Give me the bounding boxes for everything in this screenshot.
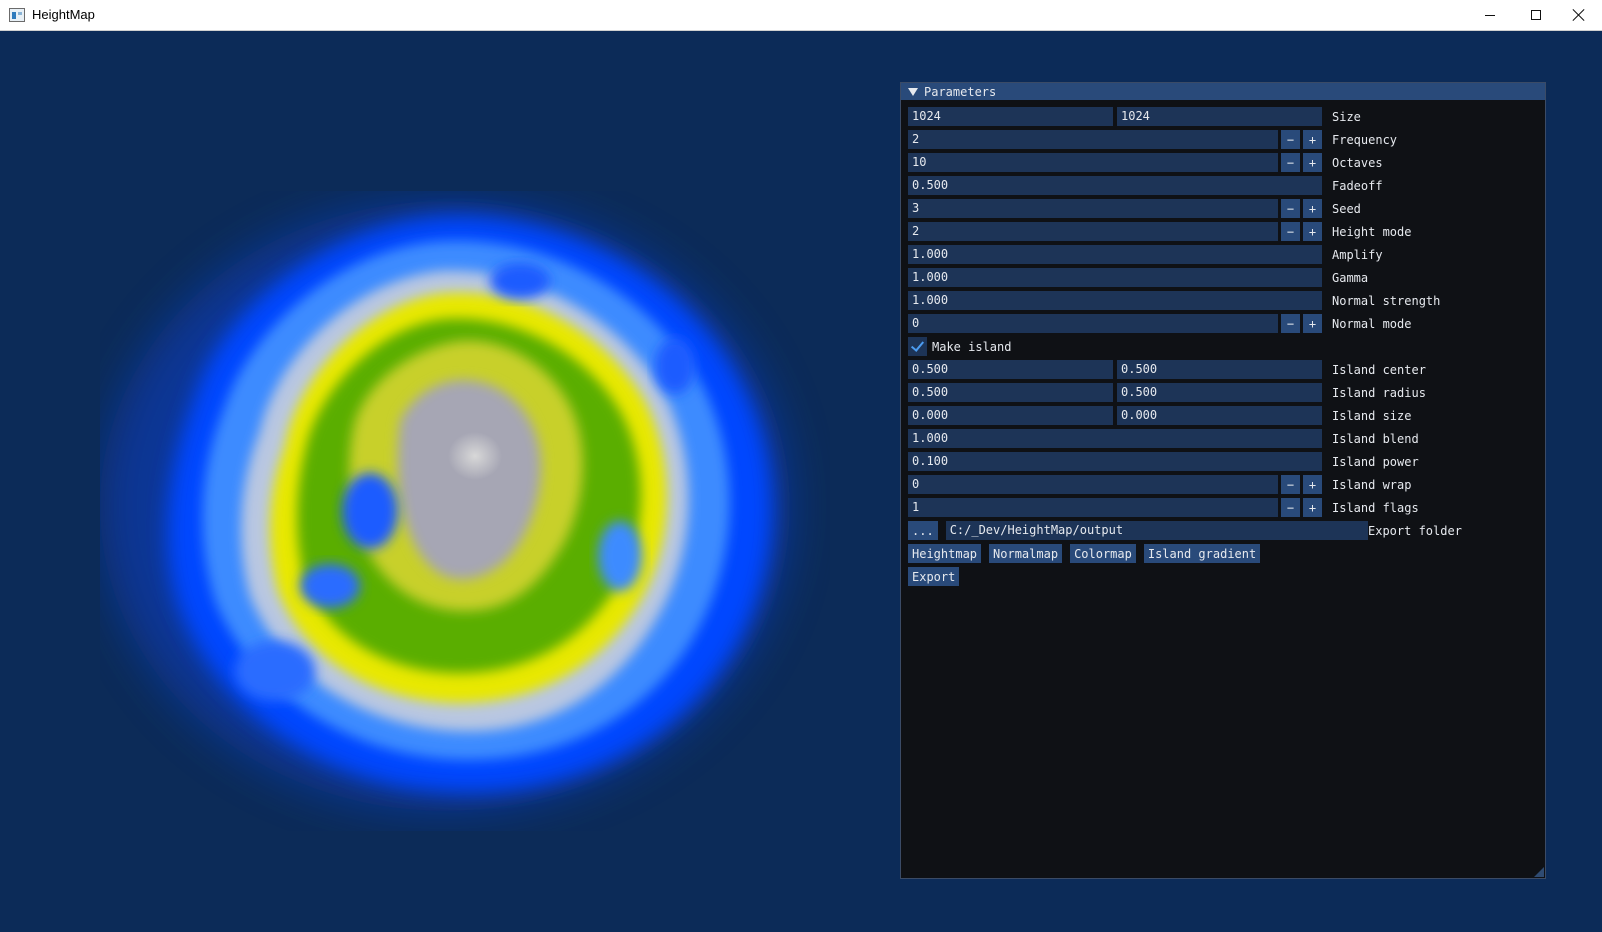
- normal-strength-row: 1.000 Normal strength: [908, 291, 1440, 310]
- close-icon: [1573, 9, 1585, 21]
- close-button[interactable]: [1556, 0, 1602, 30]
- normal-mode-label: Normal mode: [1332, 316, 1412, 331]
- maximize-icon: [1531, 10, 1541, 20]
- island-center-y-field[interactable]: 0.500: [1117, 360, 1322, 379]
- octaves-decrement-button[interactable]: −: [1281, 153, 1300, 172]
- colormap-button[interactable]: Colormap: [1070, 544, 1136, 563]
- frequency-row: 2 − + Frequency: [908, 130, 1397, 149]
- island-center-x-field[interactable]: 0.500: [908, 360, 1113, 379]
- seed-decrement-button[interactable]: −: [1281, 199, 1300, 218]
- octaves-field[interactable]: 10: [908, 153, 1278, 172]
- browse-folder-button[interactable]: ...: [908, 521, 938, 540]
- island-radius-row: 0.500 0.500 Island radius: [908, 383, 1426, 402]
- make-island-row: Make island: [908, 337, 1011, 356]
- island-size-y-field[interactable]: 0.000: [1117, 406, 1322, 425]
- height-mode-label: Height mode: [1332, 224, 1412, 239]
- heightmap-image: [100, 201, 790, 811]
- seed-field[interactable]: 3: [908, 199, 1278, 218]
- window-title: HeightMap: [32, 7, 95, 22]
- gamma-label: Gamma: [1332, 270, 1369, 285]
- island-size-label: Island size: [1332, 408, 1412, 423]
- height-mode-row: 2 − + Height mode: [908, 222, 1411, 241]
- panel-title: Parameters: [924, 84, 997, 99]
- normal-mode-increment-button[interactable]: +: [1303, 314, 1322, 333]
- size-height-field[interactable]: 1024: [1117, 107, 1322, 126]
- island-center-label: Island center: [1332, 362, 1426, 377]
- make-island-label: Make island: [932, 339, 1012, 354]
- collapse-triangle-icon[interactable]: [908, 87, 918, 96]
- island-blend-row: 1.000 Island blend: [908, 429, 1419, 448]
- seed-row: 3 − + Seed: [908, 199, 1361, 218]
- island-wrap-label: Island wrap: [1332, 477, 1412, 492]
- island-wrap-increment-button[interactable]: +: [1303, 475, 1322, 494]
- size-width-field[interactable]: 1024: [908, 107, 1113, 126]
- normal-strength-label: Normal strength: [1332, 293, 1441, 308]
- export-type-row: Heightmap Normalmap Colormap Island grad…: [908, 544, 1268, 563]
- normal-mode-row: 0 − + Normal mode: [908, 314, 1411, 333]
- resize-grip-icon[interactable]: [1534, 867, 1544, 877]
- island-wrap-field[interactable]: 0: [908, 475, 1278, 494]
- island-gradient-button[interactable]: Island gradient: [1143, 544, 1261, 563]
- island-flags-increment-button[interactable]: +: [1303, 498, 1322, 517]
- island-flags-field[interactable]: 1: [908, 498, 1278, 517]
- island-size-row: 0.000 0.000 Island size: [908, 406, 1411, 425]
- fadeoff-row: 0.500 Fadeoff: [908, 176, 1383, 195]
- frequency-label: Frequency: [1332, 132, 1398, 147]
- normalmap-button[interactable]: Normalmap: [989, 544, 1063, 563]
- minimize-button[interactable]: [1467, 0, 1513, 30]
- island-power-row: 0.100 Island power: [908, 452, 1419, 471]
- height-mode-decrement-button[interactable]: −: [1281, 222, 1300, 241]
- export-button[interactable]: Export: [908, 567, 960, 586]
- fadeoff-label: Fadeoff: [1332, 178, 1383, 193]
- amplify-label: Amplify: [1332, 247, 1383, 262]
- export-folder-label: Export folder: [1368, 523, 1462, 538]
- octaves-row: 10 − + Octaves: [908, 153, 1383, 172]
- seed-increment-button[interactable]: +: [1303, 199, 1322, 218]
- height-mode-increment-button[interactable]: +: [1303, 222, 1322, 241]
- panel-header[interactable]: Parameters: [901, 83, 1545, 100]
- normal-strength-slider[interactable]: 1.000: [908, 291, 1322, 310]
- island-center-row: 0.500 0.500 Island center: [908, 360, 1426, 379]
- app-icon: [9, 8, 25, 22]
- amplify-row: 1.000 Amplify: [908, 245, 1383, 264]
- island-blend-label: Island blend: [1332, 431, 1419, 446]
- maximize-button[interactable]: [1513, 0, 1559, 30]
- export-row: Export: [908, 567, 967, 586]
- normal-mode-decrement-button[interactable]: −: [1281, 314, 1300, 333]
- island-power-label: Island power: [1332, 454, 1419, 469]
- island-power-slider[interactable]: 0.100: [908, 452, 1322, 471]
- octaves-label: Octaves: [1332, 155, 1383, 170]
- island-radius-label: Island radius: [1332, 385, 1426, 400]
- island-size-x-field[interactable]: 0.000: [908, 406, 1113, 425]
- island-wrap-row: 0 − + Island wrap: [908, 475, 1411, 494]
- size-label: Size: [1332, 109, 1361, 124]
- island-flags-decrement-button[interactable]: −: [1281, 498, 1300, 517]
- island-radius-x-field[interactable]: 0.500: [908, 383, 1113, 402]
- normal-mode-field[interactable]: 0: [908, 314, 1278, 333]
- amplify-slider[interactable]: 1.000: [908, 245, 1322, 264]
- window-titlebar: HeightMap: [0, 0, 1602, 31]
- make-island-checkbox[interactable]: [908, 337, 927, 356]
- gamma-slider[interactable]: 1.000: [908, 268, 1322, 287]
- seed-label: Seed: [1332, 201, 1361, 216]
- parameters-panel: Parameters 1024 1024 Size 2 − + Frequenc…: [900, 82, 1546, 879]
- island-wrap-decrement-button[interactable]: −: [1281, 475, 1300, 494]
- frequency-increment-button[interactable]: +: [1303, 130, 1322, 149]
- octaves-increment-button[interactable]: +: [1303, 153, 1322, 172]
- frequency-field[interactable]: 2: [908, 130, 1278, 149]
- export-folder-field[interactable]: C:/_Dev/HeightMap/output: [945, 521, 1368, 540]
- frequency-decrement-button[interactable]: −: [1281, 130, 1300, 149]
- minimize-icon: [1485, 14, 1495, 16]
- export-folder-row: ... C:/_Dev/HeightMap/output Export fold…: [908, 521, 1462, 540]
- island-radius-y-field[interactable]: 0.500: [1117, 383, 1322, 402]
- island-flags-row: 1 − + Island flags: [908, 498, 1419, 517]
- heightmap-button[interactable]: Heightmap: [908, 544, 982, 563]
- height-mode-field[interactable]: 2: [908, 222, 1278, 241]
- gamma-row: 1.000 Gamma: [908, 268, 1368, 287]
- size-row: 1024 1024 Size: [908, 107, 1361, 126]
- island-flags-label: Island flags: [1332, 500, 1419, 515]
- fadeoff-slider[interactable]: 0.500: [908, 176, 1322, 195]
- island-blend-slider[interactable]: 1.000: [908, 429, 1322, 448]
